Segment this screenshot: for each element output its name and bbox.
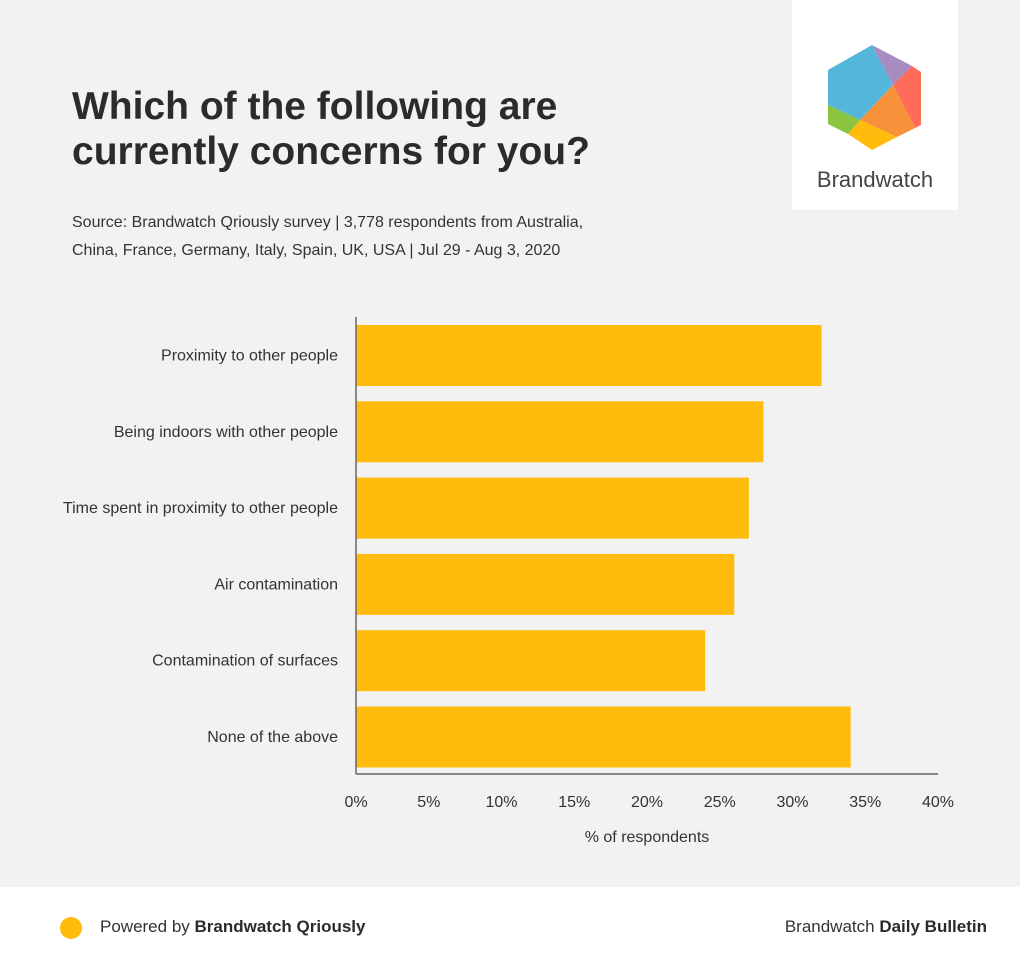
x-tick-label: 25% (704, 794, 736, 811)
powered-brand: Brandwatch Qriously (194, 917, 366, 936)
bar-chart: Proximity to other people Being indoors w… (63, 317, 954, 846)
bar (356, 630, 706, 692)
bar (356, 706, 851, 768)
hexagon-logo-icon (828, 45, 921, 150)
category-label: Being indoors with other people (114, 424, 338, 441)
daily-bulletin: Brandwatch Daily Bulletin (785, 917, 987, 937)
logo-text: Brandwatch (816, 167, 934, 192)
x-tick-label: 30% (776, 794, 808, 811)
powered-prefix: Powered by (100, 917, 195, 936)
bulletin-prefix: Brandwatch (784, 917, 880, 936)
x-tick-label: 40% (922, 794, 954, 811)
title-line: Which of the following are (72, 85, 558, 128)
bulletin-name: Daily Bulletin (879, 917, 987, 936)
category-label: None of the above (207, 729, 338, 746)
footer: Powered by Brandwatch Qriously Brandwatc… (0, 887, 1020, 963)
category-label: Air contamination (214, 576, 338, 593)
source-line: Source: Brandwatch Qriously survey | 3,7… (72, 214, 584, 231)
category-label: Time spent in proximity to other people (63, 500, 338, 517)
source-line: China, France, Germany, Italy, Spain, UK… (72, 242, 561, 259)
category-label: Proximity to other people (161, 348, 338, 365)
bar (356, 553, 735, 615)
x-axis-label: % of respondents (585, 829, 710, 846)
brand-dot-icon (60, 917, 82, 939)
x-tick-label: 5% (417, 794, 440, 811)
x-tick-label: 15% (558, 794, 590, 811)
x-tick-label: 10% (485, 794, 517, 811)
x-tick-label: 35% (849, 794, 881, 811)
x-tick-label: 20% (631, 794, 663, 811)
bar (356, 325, 822, 386)
powered-by: Powered by Brandwatch Qriously (100, 917, 365, 937)
bar (356, 401, 764, 463)
x-tick-label: 0% (344, 794, 367, 811)
brandwatch-logo: Brandwatch (792, 0, 958, 210)
bar (356, 477, 749, 539)
chart-title: Which of the following are currently con… (72, 84, 672, 174)
source-note: Source: Brandwatch Qriously survey | 3,7… (72, 209, 672, 265)
category-label: Contamination of surfaces (152, 653, 338, 670)
title-line: currently concerns for you? (72, 130, 590, 173)
